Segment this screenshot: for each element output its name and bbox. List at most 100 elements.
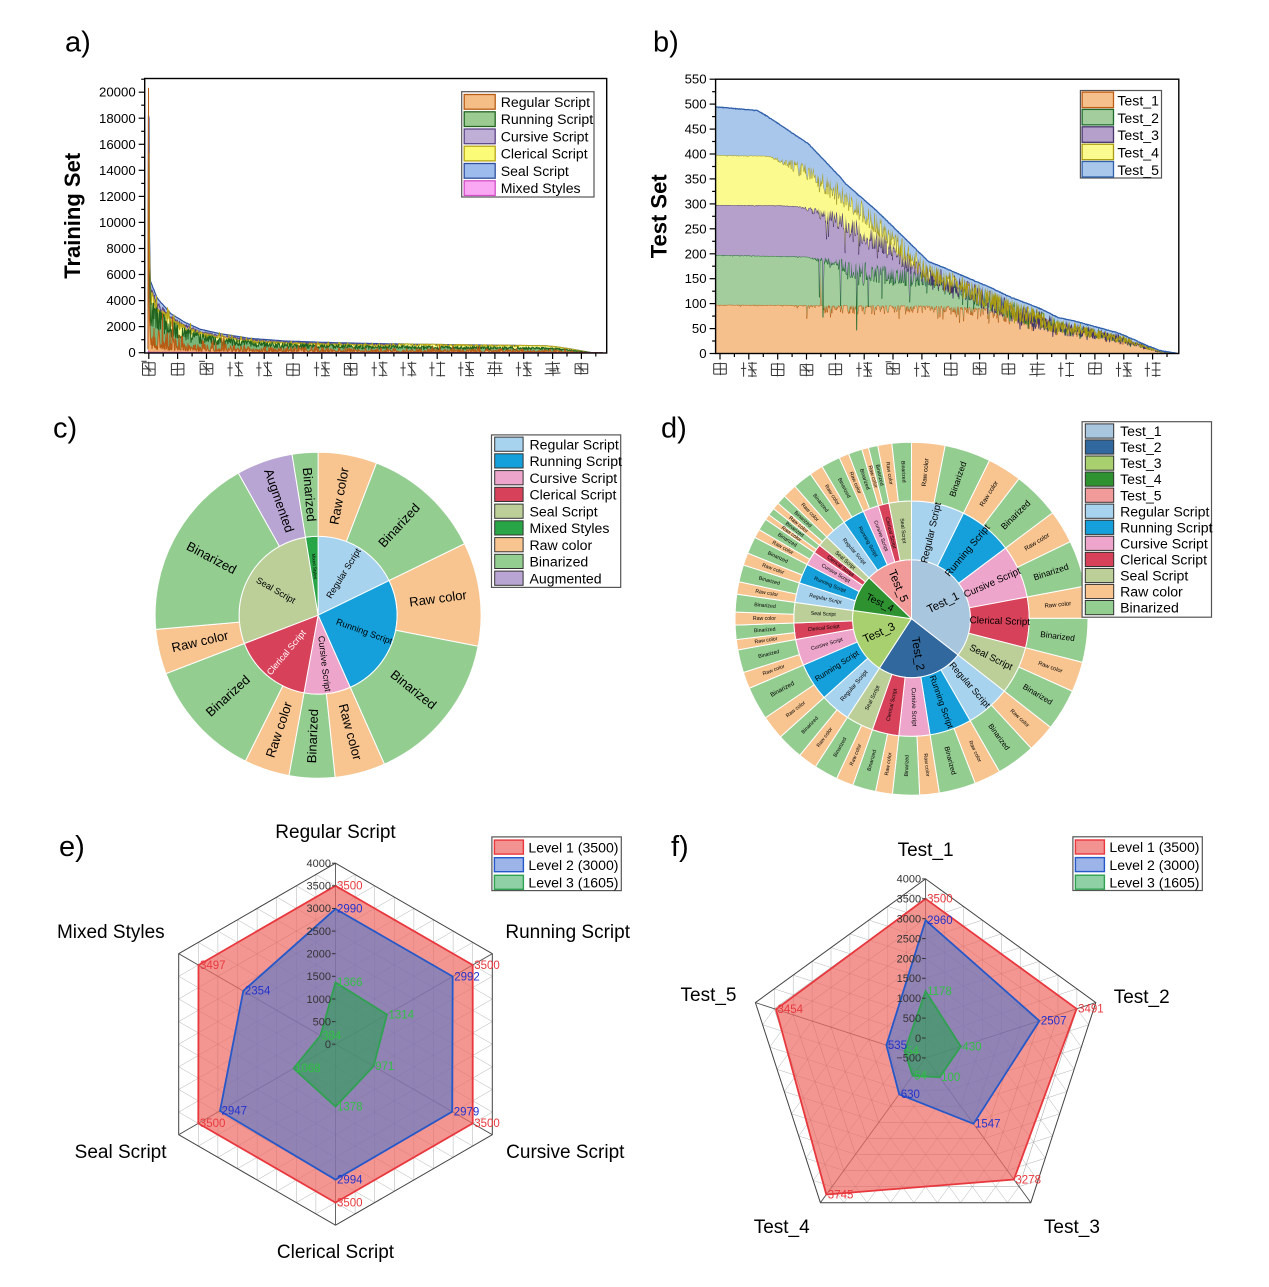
- svg-text:Regular Script: Regular Script: [1120, 503, 1209, 519]
- svg-text:2000: 2000: [307, 949, 331, 961]
- svg-text:0: 0: [699, 346, 706, 361]
- svg-text:Binarized: Binarized: [758, 576, 781, 587]
- svg-text:Test_1: Test_1: [1120, 423, 1162, 439]
- svg-text:Test_3: Test_3: [1117, 127, 1159, 143]
- svg-text:Clerical Script: Clerical Script: [530, 487, 617, 503]
- svg-text:3500: 3500: [337, 881, 363, 893]
- svg-text:a): a): [65, 27, 91, 59]
- svg-text:Clerical Script: Clerical Script: [808, 624, 841, 633]
- svg-text:0: 0: [915, 1033, 921, 1045]
- svg-text:2354: 2354: [245, 986, 271, 998]
- svg-text:430: 430: [962, 1041, 981, 1053]
- svg-text:e): e): [59, 831, 85, 863]
- svg-text:450: 450: [685, 122, 707, 137]
- svg-text:3500: 3500: [200, 1118, 226, 1130]
- svg-text:250: 250: [685, 221, 707, 236]
- svg-text:14000: 14000: [99, 163, 136, 178]
- svg-text:3500: 3500: [474, 960, 500, 972]
- svg-text:Cursive Script: Cursive Script: [530, 470, 618, 486]
- svg-text:3497: 3497: [200, 960, 226, 972]
- svg-text:630: 630: [901, 1089, 920, 1101]
- svg-text:4000: 4000: [897, 874, 921, 886]
- svg-text:384: 384: [322, 1030, 342, 1042]
- svg-text:Binarized: Binarized: [899, 461, 906, 483]
- svg-text:Seal Script: Seal Script: [811, 611, 837, 618]
- svg-text:Cursive Script: Cursive Script: [501, 128, 589, 144]
- svg-text:100: 100: [685, 296, 707, 311]
- svg-text:Seal Script: Seal Script: [530, 503, 598, 519]
- svg-text:400: 400: [685, 147, 707, 162]
- svg-text:Test_3: Test_3: [1044, 1217, 1100, 1238]
- svg-text:2947: 2947: [222, 1106, 248, 1118]
- svg-text:Binarized: Binarized: [530, 554, 589, 570]
- svg-text:Mixed Styles: Mixed Styles: [311, 553, 318, 580]
- svg-text:Raw color: Raw color: [754, 636, 778, 645]
- svg-text:200: 200: [685, 246, 707, 261]
- svg-text:1366: 1366: [337, 977, 363, 989]
- svg-text:1314: 1314: [389, 1009, 415, 1021]
- svg-text:Training Set: Training Set: [60, 152, 85, 279]
- svg-text:Running Script: Running Script: [530, 453, 623, 469]
- svg-text:Test_2: Test_2: [1117, 110, 1159, 126]
- svg-text:Test_5: Test_5: [1120, 487, 1162, 503]
- svg-text:d): d): [661, 413, 687, 445]
- svg-text:550: 550: [685, 72, 707, 87]
- svg-text:2992: 2992: [454, 971, 480, 983]
- svg-text:Mixed Styles: Mixed Styles: [57, 922, 165, 943]
- svg-text:Seal Script: Seal Script: [898, 518, 906, 544]
- svg-text:2979: 2979: [454, 1106, 480, 1118]
- svg-text:Level 1 (3500): Level 1 (3500): [528, 839, 618, 855]
- svg-text:3500: 3500: [474, 1118, 500, 1130]
- svg-text:Test_4: Test_4: [1120, 471, 1162, 487]
- svg-text:Test_1: Test_1: [898, 840, 954, 861]
- svg-text:150: 150: [685, 271, 707, 286]
- svg-text:Test_1: Test_1: [1117, 93, 1159, 109]
- svg-text:2000: 2000: [897, 953, 921, 965]
- svg-text:Test_4: Test_4: [1117, 145, 1159, 161]
- svg-text:Clerical Script: Clerical Script: [969, 615, 1030, 628]
- svg-text:1547: 1547: [975, 1119, 1001, 1131]
- svg-text:3491: 3491: [1078, 1004, 1104, 1016]
- svg-text:Seal Script: Seal Script: [1120, 568, 1188, 584]
- svg-text:3500: 3500: [337, 1197, 363, 1209]
- svg-text:1178: 1178: [927, 986, 952, 998]
- svg-text:Clerical Script: Clerical Script: [501, 146, 588, 162]
- svg-text:Raw color: Raw color: [1044, 601, 1071, 609]
- svg-text:Raw color: Raw color: [921, 458, 931, 487]
- svg-text:1500: 1500: [897, 973, 921, 985]
- svg-text:Test_5: Test_5: [1117, 162, 1159, 178]
- svg-text:f): f): [671, 831, 689, 863]
- svg-text:Cursive Script: Cursive Script: [910, 688, 918, 727]
- svg-text:Raw color: Raw color: [884, 461, 893, 485]
- svg-text:Regular Script: Regular Script: [275, 822, 396, 843]
- svg-text:1000: 1000: [307, 994, 331, 1006]
- svg-text:Clerical Script: Clerical Script: [1120, 552, 1207, 568]
- svg-text:Test Set: Test Set: [647, 174, 672, 259]
- svg-text:Raw color: Raw color: [884, 752, 894, 776]
- svg-text:16000: 16000: [99, 137, 136, 152]
- svg-text:1378: 1378: [337, 1101, 363, 1113]
- svg-text:1500: 1500: [307, 971, 331, 983]
- svg-text:4000: 4000: [106, 293, 135, 308]
- svg-text:Binarized: Binarized: [1040, 629, 1076, 643]
- svg-text:2507: 2507: [1041, 1016, 1067, 1028]
- svg-text:3000: 3000: [307, 903, 331, 915]
- svg-text:18000: 18000: [99, 111, 136, 126]
- svg-text:3500: 3500: [307, 881, 331, 893]
- svg-text:3500: 3500: [927, 894, 953, 906]
- svg-text:2990: 2990: [337, 904, 363, 916]
- svg-text:Test_4: Test_4: [754, 1217, 810, 1238]
- svg-text:350: 350: [685, 171, 707, 186]
- svg-text:Test_2: Test_2: [909, 636, 926, 671]
- svg-text:3745: 3745: [828, 1189, 854, 1201]
- svg-text:Binarized: Binarized: [904, 755, 911, 777]
- svg-text:Binarized: Binarized: [754, 602, 776, 610]
- svg-text:300: 300: [685, 196, 707, 211]
- svg-text:500: 500: [313, 1016, 331, 1028]
- svg-text:Raw color: Raw color: [755, 589, 779, 599]
- svg-text:−500: −500: [896, 1053, 921, 1065]
- svg-text:971: 971: [375, 1061, 394, 1073]
- svg-text:Raw color: Raw color: [922, 753, 930, 777]
- svg-text:3500: 3500: [897, 894, 921, 906]
- svg-text:Binarized: Binarized: [1120, 600, 1179, 616]
